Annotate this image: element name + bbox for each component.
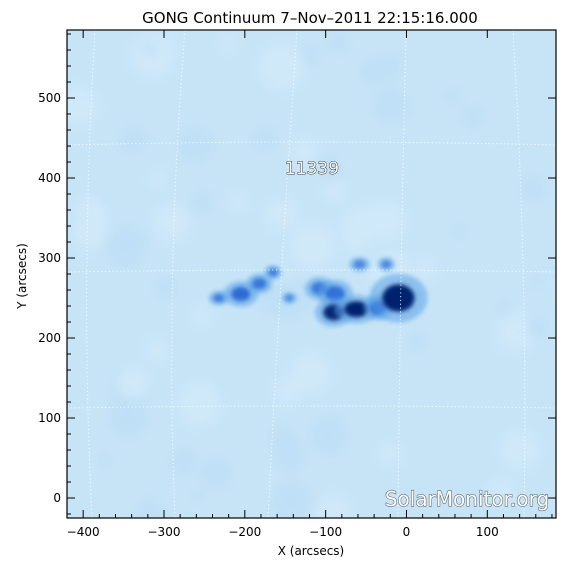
granulation-patch bbox=[529, 274, 543, 288]
y-tick-label: 100 bbox=[38, 411, 61, 425]
y-tick-label: 0 bbox=[53, 491, 61, 505]
granulation-patch bbox=[291, 139, 317, 165]
sunspot-umbra bbox=[213, 294, 225, 302]
sunspot-umbra bbox=[325, 286, 346, 302]
y-tick-label: 300 bbox=[38, 251, 61, 265]
granulation-patch bbox=[151, 171, 165, 185]
watermark: SolarMonitor.org bbox=[385, 487, 549, 511]
y-axis-label: Y (arcsecs) bbox=[15, 243, 29, 310]
latitude-line bbox=[67, 269, 556, 273]
granulation-patch bbox=[502, 431, 539, 468]
granulation-patch bbox=[461, 105, 485, 129]
granulation-patch bbox=[498, 313, 536, 351]
granulation-patch bbox=[488, 480, 513, 505]
region-label-11339: 11339 bbox=[285, 159, 339, 179]
granulation-patch bbox=[231, 193, 247, 209]
granulation-patch bbox=[104, 225, 148, 269]
granulation-patch bbox=[318, 154, 341, 178]
sunspot-umbra bbox=[268, 268, 278, 277]
sunspot-umbra bbox=[344, 301, 369, 318]
granulation-patch bbox=[327, 30, 350, 53]
longitude-line bbox=[397, 30, 407, 518]
granulation-patch bbox=[107, 396, 149, 438]
granulation-patch bbox=[221, 36, 236, 51]
granulation-patch bbox=[380, 444, 400, 465]
granulation-patch bbox=[521, 175, 548, 202]
sunspot-umbra bbox=[353, 260, 366, 269]
heliographic-grid bbox=[67, 30, 556, 518]
longitude-line bbox=[512, 30, 526, 518]
granulation-patch bbox=[97, 452, 112, 468]
sunspot-umbra bbox=[252, 278, 267, 290]
granulation-patch bbox=[147, 341, 167, 361]
granulation-patch bbox=[326, 182, 343, 200]
granulation-patch bbox=[252, 126, 278, 152]
granulation-patch bbox=[445, 88, 463, 106]
granulation-patch bbox=[526, 316, 549, 339]
y-tick-label: 500 bbox=[38, 91, 61, 105]
solar-disk-background bbox=[67, 30, 556, 518]
granulation-patch bbox=[274, 440, 306, 472]
granulation-patch bbox=[137, 497, 164, 518]
x-tick-label: −200 bbox=[228, 525, 261, 539]
granulation-patch bbox=[368, 203, 404, 239]
x-tick-label: −400 bbox=[67, 525, 100, 539]
sunspot-umbra bbox=[231, 286, 251, 302]
longitude-line bbox=[171, 30, 186, 518]
longitude-line bbox=[267, 30, 298, 518]
granulation-patch bbox=[155, 205, 190, 240]
granulation-patch bbox=[178, 127, 215, 164]
granulation-patch bbox=[153, 276, 176, 299]
sunspot-umbra bbox=[381, 260, 392, 269]
granulation-patch bbox=[120, 126, 147, 153]
granulation-patch bbox=[179, 384, 219, 424]
x-axis-ticks: −400 −300 −200 −100 0 100 bbox=[67, 30, 553, 539]
sunspot-umbra bbox=[285, 294, 294, 302]
granulation-patch bbox=[190, 191, 214, 214]
sunspot-group bbox=[208, 257, 428, 327]
granulation-patch bbox=[310, 415, 350, 455]
map-title: GONG Continuum 7–Nov–2011 22:15:16.000 bbox=[142, 9, 478, 27]
x-axis-label: X (arcsecs) bbox=[278, 544, 345, 558]
granulation-patch bbox=[276, 379, 300, 402]
granulation-patch bbox=[191, 490, 204, 503]
y-tick-label: 400 bbox=[38, 171, 61, 185]
latitude-line bbox=[67, 141, 556, 146]
granulation-patch bbox=[359, 59, 385, 85]
granulation-patch bbox=[117, 367, 148, 399]
granulation-patch bbox=[292, 226, 333, 267]
granulation-patch bbox=[407, 331, 428, 353]
longitude-line bbox=[86, 30, 96, 518]
latitude-line bbox=[67, 405, 556, 409]
granulation-patch bbox=[291, 354, 329, 392]
sunspot-umbra bbox=[382, 284, 415, 312]
granulation-patch bbox=[73, 214, 108, 249]
y-tick-label: 200 bbox=[38, 331, 61, 345]
granulation-patch bbox=[346, 237, 361, 253]
granulation-patch bbox=[372, 88, 407, 122]
granulation-patch bbox=[260, 45, 304, 89]
x-tick-label: −100 bbox=[309, 525, 342, 539]
granulation-patch bbox=[194, 307, 211, 324]
granulation-patch bbox=[78, 196, 106, 224]
granulation-patch bbox=[267, 199, 297, 229]
granulation-patch bbox=[67, 88, 97, 123]
granulation-patch bbox=[298, 44, 320, 66]
x-tick-label: 100 bbox=[476, 525, 499, 539]
y-axis-ticks: 0 100 200 300 400 500 bbox=[38, 33, 556, 515]
x-tick-label: 0 bbox=[403, 525, 411, 539]
granulation-patch bbox=[200, 457, 232, 489]
x-tick-label: −300 bbox=[148, 525, 181, 539]
granulation-patch bbox=[452, 223, 467, 239]
granulation-patch bbox=[271, 481, 312, 518]
granulation-patch bbox=[170, 448, 198, 475]
granulation-patch bbox=[142, 41, 157, 56]
granulation-patch bbox=[496, 300, 512, 315]
